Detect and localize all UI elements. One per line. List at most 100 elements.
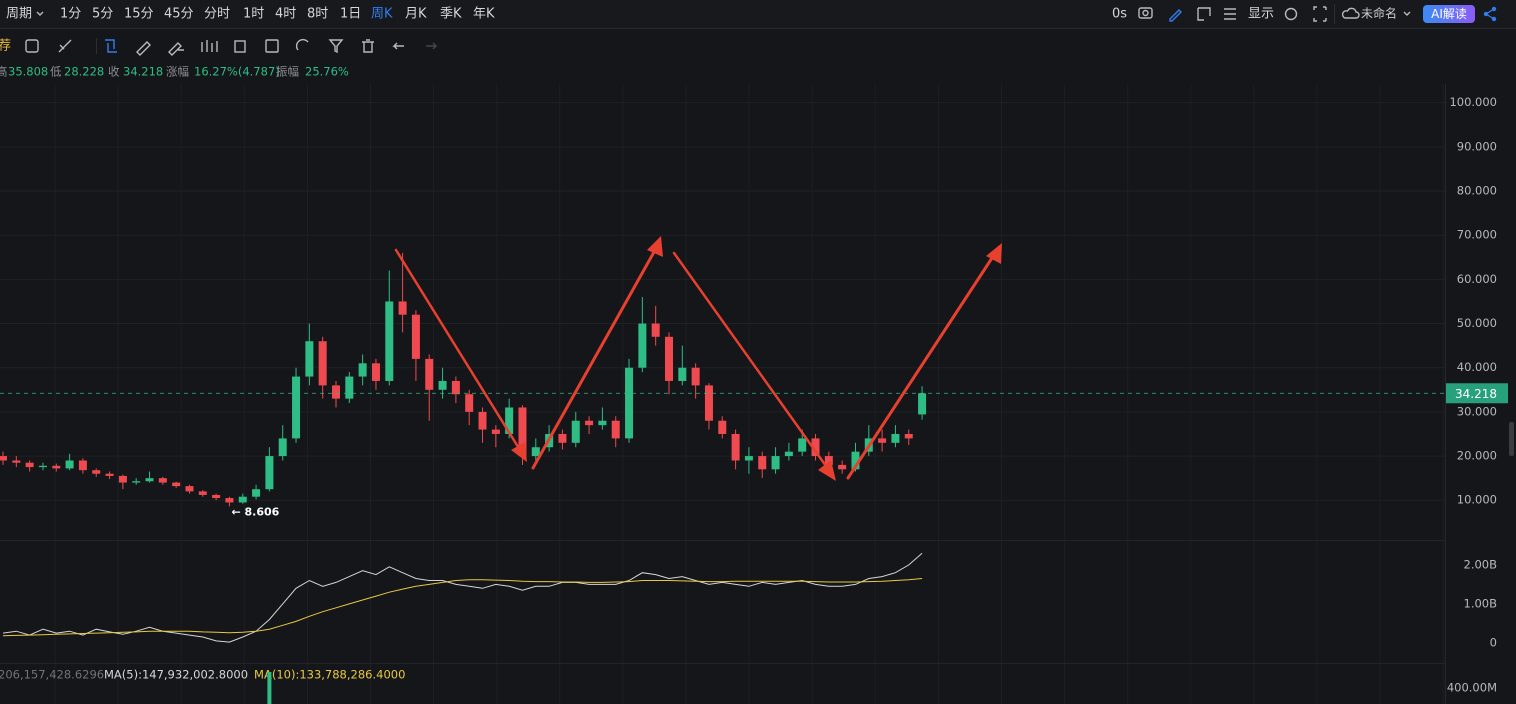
candle-body — [425, 358, 434, 390]
candle-body — [92, 470, 101, 474]
candle-body — [758, 456, 767, 470]
y-tick-label: 1.00B — [1464, 596, 1498, 610]
candle-body — [345, 376, 354, 399]
period-menu[interactable]: 周期 — [6, 7, 32, 22]
interval[interactable]: 4时 — [275, 7, 296, 22]
ai-button-label[interactable]: AI解读 — [1431, 7, 1467, 21]
volume-bar — [267, 672, 272, 704]
candle-body — [172, 482, 181, 487]
vertical-grid — [54, 84, 1444, 704]
candle-body — [132, 481, 141, 483]
interval[interactable]: 月K — [405, 7, 427, 22]
candle-body — [571, 420, 580, 443]
y-tick-label: 60.000 — [1457, 272, 1497, 286]
candle-body — [918, 393, 927, 415]
y-tick-label: 100.000 — [1449, 95, 1497, 109]
interval[interactable]: 1分 — [60, 7, 81, 22]
y-tick-label: 10.000 — [1457, 493, 1497, 507]
timer: 0s — [1112, 7, 1127, 22]
ma-line — [2, 552, 923, 643]
y-tick-label: 30.000 — [1457, 404, 1497, 418]
candle-body — [0, 456, 7, 461]
interval[interactable]: 分时 — [204, 7, 230, 22]
interval-active[interactable]: 周K — [371, 7, 393, 22]
candle-body — [118, 475, 127, 483]
candle-body — [531, 447, 540, 457]
draw-icon[interactable] — [1169, 9, 1182, 22]
candle-body — [585, 420, 594, 426]
top-toolbar — [0, 0, 1516, 28]
info-label: 低 — [50, 65, 62, 79]
candle-body — [145, 478, 154, 482]
candle-body — [704, 385, 713, 421]
chevron — [36, 11, 44, 16]
display-menu[interactable]: 显示 — [1248, 7, 1274, 22]
candle-body — [438, 380, 447, 390]
candle-body — [451, 380, 460, 395]
info-label: 高 — [0, 65, 8, 79]
interval[interactable]: 8时 — [307, 7, 328, 22]
candle-body — [12, 460, 21, 463]
interval[interactable]: 年K — [473, 7, 495, 22]
candle-body — [691, 367, 700, 386]
interval[interactable]: 1日 — [340, 7, 361, 22]
candle-body — [65, 460, 74, 469]
interval[interactable]: 季K — [440, 7, 462, 22]
candle-body — [878, 438, 887, 443]
plot: 100.000 90.000 80.000 70.000 60.000 50.000 40.… — [0, 95, 1508, 704]
y-tick-label: 2.00B — [1464, 557, 1498, 571]
candle-body — [238, 496, 247, 503]
screenshot-icon[interactable] — [1138, 7, 1153, 19]
window-icon[interactable] — [1197, 7, 1211, 21]
interval[interactable]: 45分 — [164, 7, 194, 22]
candle-body — [598, 420, 607, 426]
candle-body — [38, 465, 47, 468]
candle-body — [811, 438, 820, 457]
candle-body — [558, 433, 567, 443]
candle-body — [305, 341, 314, 377]
volume-label: 206,157,428.6296 — [0, 668, 104, 682]
cloud-icon — [1341, 7, 1360, 19]
candle-body — [25, 462, 34, 468]
candle-body — [278, 438, 287, 457]
scrollbar[interactable] — [1509, 422, 1514, 456]
share-icon[interactable] — [1483, 6, 1497, 22]
candle-body — [318, 341, 327, 386]
candle-body — [265, 456, 274, 490]
y-tick-label: 0 — [1490, 635, 1497, 649]
candle-body — [784, 451, 793, 457]
fullscreen-icon[interactable] — [1313, 6, 1327, 22]
interval[interactable]: 1时 — [243, 7, 264, 22]
candle-body — [78, 460, 87, 471]
y-tick-label: 70.000 — [1457, 228, 1497, 242]
candle-body — [731, 433, 740, 461]
candle-body — [891, 433, 900, 443]
candle-body — [212, 494, 221, 499]
y-tick-label: 400.00M — [1447, 681, 1497, 695]
interval[interactable]: 15分 — [124, 7, 154, 22]
candle-body — [798, 438, 807, 452]
interval[interactable]: 5分 — [92, 7, 113, 22]
candle-body — [518, 407, 527, 457]
y-tick-label: 80.000 — [1457, 184, 1497, 198]
y-tick-label: 40.000 — [1457, 360, 1497, 374]
layout-name[interactable]: 未命名 — [1361, 6, 1397, 21]
candle-body — [744, 456, 753, 461]
candle-body — [491, 429, 500, 434]
candle-body — [411, 314, 420, 359]
legend-entry: MA(10):133,788,286.4000 — [254, 668, 405, 682]
info-value: 35.808 — [8, 65, 48, 79]
candle-body — [851, 451, 860, 470]
candle-body — [838, 464, 847, 470]
candle-body — [771, 456, 780, 470]
candle-body — [478, 411, 487, 430]
candle-body — [625, 367, 634, 439]
settings-icon[interactable] — [1284, 7, 1298, 21]
list-icon[interactable] — [1224, 8, 1236, 20]
candle-body — [52, 465, 61, 469]
info-label: 收 — [108, 65, 120, 79]
candle-body — [904, 433, 913, 439]
info-value: 34.218 — [123, 65, 163, 79]
drawing-tools[interactable] — [25, 38, 437, 56]
ai-button[interactable] — [1423, 5, 1475, 23]
